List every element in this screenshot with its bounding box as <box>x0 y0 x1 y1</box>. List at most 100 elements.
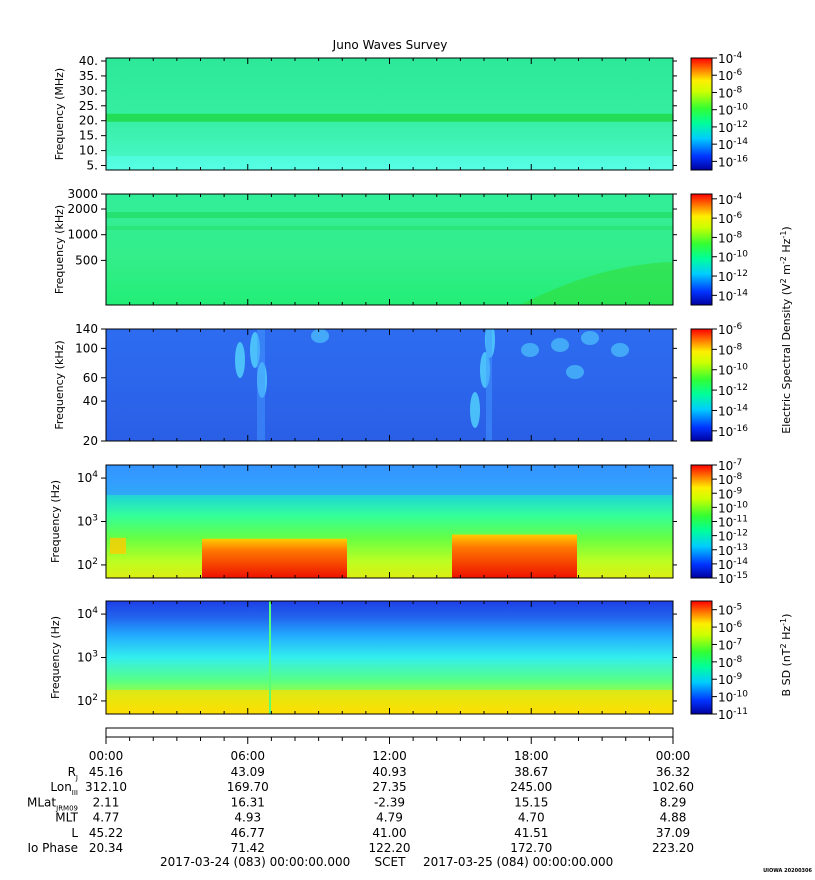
patch-3 <box>581 331 599 345</box>
emission-band-2 <box>106 225 673 230</box>
y-tick-label: 30. <box>79 84 98 98</box>
spectrogram-background <box>106 329 673 441</box>
colorbar-tick-label: 10-16 <box>718 424 748 439</box>
ephemeris-value: 2.11 <box>93 795 120 809</box>
colorbar <box>690 600 713 715</box>
panel-4: 104 103 102 Frequency (Hz) 10-710-810-910-10… <box>49 458 748 586</box>
footer-end-time: 2017-03-25 (084) 00:00:00.000 <box>423 855 613 869</box>
y-tick-label: 2000 <box>67 202 98 216</box>
ephemeris-table: RJ 45.16 43.09 40.93 38.67 36.32 LonIII 312.10 1… <box>27 765 694 855</box>
ephemeris-value: 8.29 <box>660 795 687 809</box>
spectrogram-3 <box>106 329 673 441</box>
colorbar-tick-label: 10-7 <box>718 458 742 473</box>
ephemeris-value: 40.93 <box>372 765 406 779</box>
ephemeris-value: 37.09 <box>656 826 690 840</box>
ephemeris-value: 45.22 <box>89 826 123 840</box>
y-tick-label: 103 <box>77 514 98 529</box>
y-axis-label: Frequency (kHz) <box>53 205 66 294</box>
panels: 40.35.30.25.20.15.10.5. Frequency (MHz) 10… <box>49 51 748 722</box>
y-tick-label: 25. <box>79 99 98 113</box>
time-tick-label: 12:00 <box>372 749 407 763</box>
y-tick-label: 500 <box>75 253 98 267</box>
emission-arc <box>520 262 673 305</box>
footer-credit: UIOWA 20200306 <box>763 868 812 874</box>
ephemeris-value: 172.70 <box>510 841 552 855</box>
colorbar-tick-label: 10-14 <box>718 288 748 303</box>
footer-scet-label: SCET <box>375 855 407 869</box>
ephemeris-value: 20.34 <box>89 841 123 855</box>
colorbar-tick-label: 10-4 <box>718 51 743 66</box>
time-tick-label: 00:00 <box>89 749 124 763</box>
colorbar-tick-label: 10-11 <box>718 707 748 722</box>
ephemeris-value: 4.93 <box>234 811 261 825</box>
y-axis-label: Frequency (Hz) <box>49 480 62 563</box>
footer-start-time: 2017-03-24 (083) 00:00:00.000 <box>160 855 350 869</box>
bsd-colorbar-title: B SD (nT2 Hz-1) <box>779 614 793 697</box>
colorbar-tick-label: 10-8 <box>718 472 743 487</box>
ephemeris-label: RJ <box>68 765 78 782</box>
spike-line <box>269 601 271 714</box>
colorbar-tick-label: 10-10 <box>718 363 748 378</box>
y-tick-label: 60 <box>83 371 98 385</box>
patch-0 <box>311 329 329 343</box>
y-tick-label: 102 <box>77 693 98 708</box>
patch-2 <box>551 338 569 352</box>
ephemeris-value: 46.77 <box>231 826 265 840</box>
ephemeris-value: 4.70 <box>518 811 545 825</box>
colorbar-tick-label: 10-12 <box>718 383 748 398</box>
colorbar-tick-label: 10-16 <box>718 154 748 169</box>
colorbar-tick-label: 10-4 <box>718 192 743 207</box>
time-bar <box>105 727 674 738</box>
y-axis-label: Frequency (Hz) <box>49 616 62 699</box>
colorbar-tick-label: 10-6 <box>718 620 743 635</box>
colorbar-tick-label: 10-9 <box>718 672 743 687</box>
ephemeris-value: 41.00 <box>372 826 406 840</box>
ephemeris-value: 45.16 <box>89 765 123 779</box>
hot-spot <box>110 537 126 554</box>
y-tick-label: 20. <box>79 114 98 128</box>
ephemeris-value: 71.42 <box>231 841 265 855</box>
ephemeris-value: 102.60 <box>652 780 694 794</box>
colorbar-tick-label: 10-13 <box>718 543 748 558</box>
colorbar-tick-label: 10-8 <box>718 230 743 245</box>
y-tick-label: 100 <box>75 341 98 355</box>
emission-band <box>106 212 673 219</box>
hot-emission-1 <box>202 538 347 578</box>
colorbar-tick-label: 10-8 <box>718 342 743 357</box>
y-tick-label: 140 <box>75 322 98 336</box>
emission-band <box>106 113 673 122</box>
time-tick-label: 18:00 <box>514 749 549 763</box>
burst-3 <box>470 392 480 428</box>
ephemeris-value: 38.67 <box>514 765 548 779</box>
y-tick-label: 10. <box>79 144 98 158</box>
spectrogram-2 <box>106 194 673 305</box>
hot-emission-2 <box>452 534 577 578</box>
colorbar <box>690 57 713 171</box>
ephemeris-value: 43.09 <box>231 765 265 779</box>
colorbar-tick-label: 10-8 <box>718 85 743 100</box>
ephemeris-value: 169.70 <box>227 780 269 794</box>
colorbar <box>690 328 713 442</box>
colorbar-tick-label: 10-10 <box>718 690 748 705</box>
time-tick-label: 06:00 <box>230 749 265 763</box>
y-tick-label: 15. <box>79 129 98 143</box>
colorbar-tick-label: 10-8 <box>718 655 743 670</box>
y-tick-label: 40. <box>79 54 98 68</box>
colorbar-tick-label: 10-14 <box>718 557 748 572</box>
y-tick-label: 35. <box>79 69 98 83</box>
patch-5 <box>566 365 584 379</box>
spectrogram-5 <box>106 601 673 714</box>
ephemeris-label: MLatJRM09 <box>27 795 78 812</box>
ephemeris-label: L <box>71 826 78 840</box>
ephemeris-value: 27.35 <box>372 780 406 794</box>
ephemeris-value: 122.20 <box>369 841 411 855</box>
panel-3: 140 100 60 40 20 Frequency (kHz) 10-6 10-8 10-10… <box>53 322 748 448</box>
colorbar-tick-label: 10-10 <box>718 500 748 515</box>
ephemeris-value: 245.00 <box>510 780 552 794</box>
ephemeris-value: 312.10 <box>85 780 127 794</box>
colorbar-tick-label: 10-12 <box>718 529 748 544</box>
ephemeris-value: 36.32 <box>656 765 690 779</box>
colorbar-tick-label: 10-6 <box>718 68 743 83</box>
